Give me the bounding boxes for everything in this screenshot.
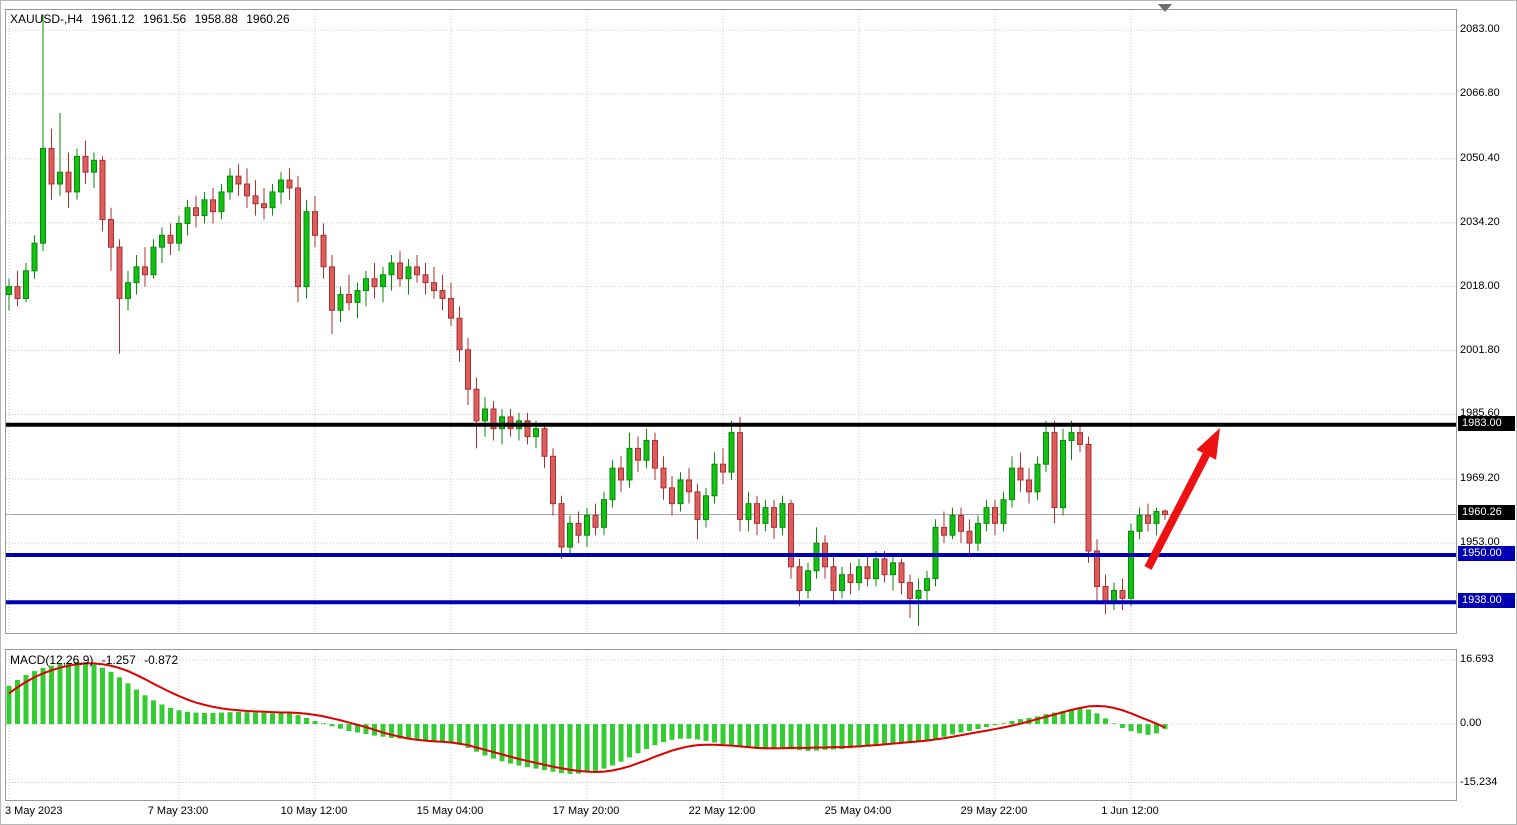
trend-arrow-shaft[interactable] <box>1144 452 1210 570</box>
price-axis-label: 2034.20 <box>1460 215 1500 228</box>
open-value: 1961.12 <box>91 12 135 26</box>
time-axis-label: 3 May 2023 <box>5 805 63 817</box>
price-grid <box>6 10 1456 633</box>
low-value: 1958.88 <box>194 12 238 26</box>
symbol-period-label: XAUUSD-,H4 <box>10 12 83 26</box>
price-axis-label: 2083.00 <box>1460 23 1500 36</box>
macd-canvas[interactable] <box>6 650 1456 800</box>
price-tag-1938.00: 1938.00 <box>1458 593 1515 609</box>
trend-arrow-head[interactable] <box>1196 428 1220 460</box>
macd-main-value: -1.257 <box>101 653 136 667</box>
price-tag-1983.00: 1983.00 <box>1458 415 1515 431</box>
time-axis-label: 25 May 04:00 <box>824 805 892 817</box>
macd-histogram <box>6 661 1168 774</box>
price-chart-panel[interactable] <box>5 9 1457 634</box>
macd-axis-label: 0.00 <box>1460 717 1482 730</box>
price-chart-canvas[interactable] <box>6 10 1456 633</box>
price-axis: 2083.00 2066.80 2050.40 2034.20 2018.00 2001.… <box>1458 1 1516 824</box>
macd-signal-value: -0.872 <box>144 653 179 667</box>
time-axis-label: 7 May 23:00 <box>147 805 209 817</box>
price-axis-label: 2018.00 <box>1460 279 1500 292</box>
macd-signal-curve <box>8 662 1166 774</box>
time-axis: 3 May 2023 7 May 23:00 10 May 12:00 15 May … <box>1 805 1516 824</box>
price-tag-1950.00: 1950.00 <box>1458 545 1515 561</box>
price-axis-label: 2066.80 <box>1460 87 1500 100</box>
time-axis-label: 29 May 22:00 <box>960 805 1028 817</box>
time-axis-label: 15 May 04:00 <box>416 805 484 817</box>
price-tag-1960.26: 1960.26 <box>1458 505 1515 521</box>
candles <box>6 14 1168 626</box>
macd-info-bar: MACD(12,26,9) -1.257 -0.872 <box>10 653 183 667</box>
price-axis-label: 2050.40 <box>1460 151 1500 164</box>
time-axis-label: 22 May 12:00 <box>688 805 756 817</box>
price-axis-label: 2001.80 <box>1460 343 1500 356</box>
close-value: 1960.26 <box>246 12 290 26</box>
macd-indicator-label: MACD(12,26,9) <box>10 653 94 667</box>
time-axis-label: 1 Jun 12:00 <box>1101 805 1159 817</box>
price-axis-label: 1969.20 <box>1460 472 1500 485</box>
macd-axis-label: 16.693 <box>1460 653 1494 665</box>
time-axis-label: 17 May 20:00 <box>552 805 620 817</box>
chart-info-bar: XAUUSD-,H4 1961.12 1961.56 1958.88 1960.… <box>10 12 295 26</box>
price-axis-label: 1953.00 <box>1460 536 1500 549</box>
high-value: 1961.56 <box>142 12 187 26</box>
macd-axis-label: -15.234 <box>1460 775 1498 788</box>
chart-shift-icon[interactable] <box>1158 4 1172 12</box>
macd-indicator-panel[interactable] <box>5 649 1457 801</box>
time-axis-label: 10 May 12:00 <box>280 805 348 817</box>
